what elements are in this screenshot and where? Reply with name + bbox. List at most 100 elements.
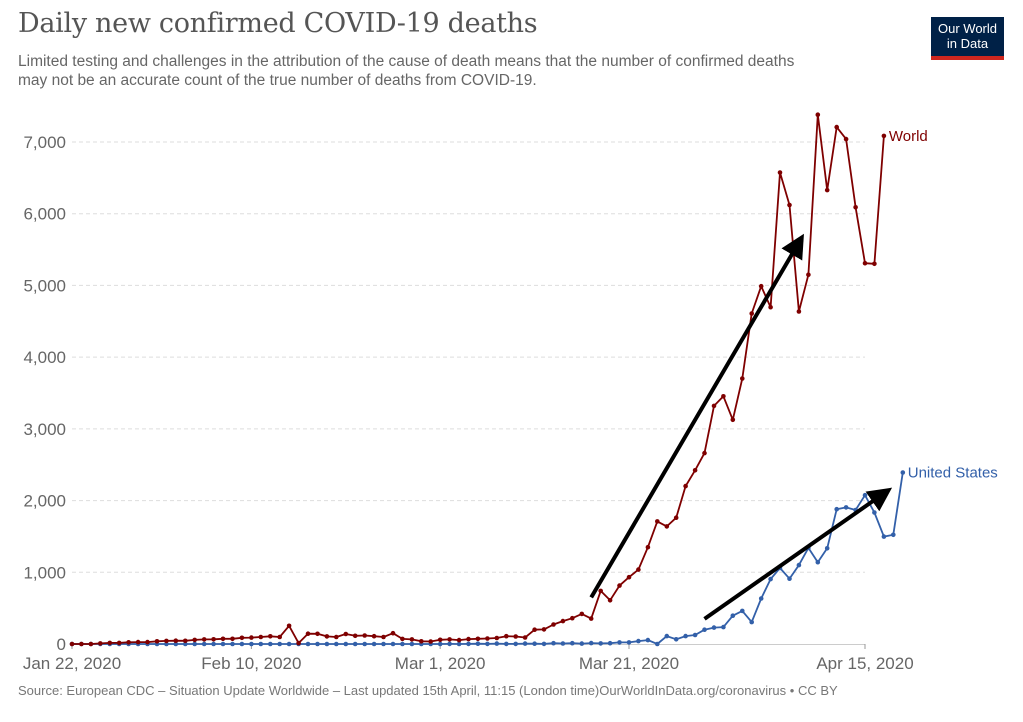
- data-point[interactable]: [626, 574, 632, 580]
- data-point[interactable]: [881, 133, 887, 139]
- data-point[interactable]: [201, 637, 207, 642]
- data-point[interactable]: [607, 598, 613, 603]
- data-point[interactable]: [560, 618, 566, 624]
- data-point[interactable]: [504, 633, 509, 639]
- data-point[interactable]: [730, 417, 736, 423]
- data-point[interactable]: [787, 202, 792, 208]
- data-point[interactable]: [834, 124, 839, 130]
- data-point[interactable]: [541, 641, 547, 647]
- data-point[interactable]: [381, 634, 386, 640]
- data-point[interactable]: [98, 641, 103, 646]
- data-point[interactable]: [598, 641, 603, 646]
- data-point[interactable]: [551, 622, 556, 627]
- data-point[interactable]: [560, 641, 566, 646]
- data-point[interactable]: [135, 639, 141, 645]
- data-point[interactable]: [258, 634, 264, 640]
- data-point[interactable]: [485, 641, 490, 647]
- data-point[interactable]: [409, 637, 415, 642]
- data-point[interactable]: [220, 641, 226, 647]
- data-point[interactable]: [655, 519, 660, 524]
- data-point[interactable]: [796, 562, 802, 568]
- data-point[interactable]: [636, 638, 641, 644]
- data-point[interactable]: [305, 641, 311, 647]
- data-point[interactable]: [522, 641, 528, 646]
- data-point[interactable]: [390, 641, 396, 647]
- data-point[interactable]: [900, 470, 906, 475]
- data-point[interactable]: [456, 637, 462, 643]
- data-point[interactable]: [116, 640, 122, 646]
- data-point[interactable]: [881, 534, 887, 539]
- data-point[interactable]: [749, 311, 754, 316]
- data-point[interactable]: [494, 641, 500, 646]
- data-point[interactable]: [107, 640, 113, 646]
- data-point[interactable]: [711, 403, 717, 409]
- data-point[interactable]: [588, 640, 594, 646]
- data-point[interactable]: [891, 532, 896, 538]
- data-point[interactable]: [324, 641, 330, 647]
- data-point[interactable]: [258, 641, 264, 647]
- data-point[interactable]: [692, 468, 698, 473]
- data-point[interactable]: [806, 272, 811, 278]
- data-point[interactable]: [466, 641, 471, 647]
- data-point[interactable]: [211, 641, 216, 647]
- data-point[interactable]: [334, 641, 339, 647]
- data-point[interactable]: [758, 596, 764, 601]
- data-point[interactable]: [570, 640, 575, 646]
- data-point[interactable]: [815, 112, 821, 117]
- data-point[interactable]: [692, 632, 698, 638]
- data-point[interactable]: [721, 624, 726, 630]
- data-point[interactable]: [683, 633, 688, 639]
- data-point[interactable]: [740, 376, 745, 381]
- data-point[interactable]: [69, 641, 75, 647]
- data-point[interactable]: [249, 641, 254, 647]
- data-point[interactable]: [239, 635, 245, 641]
- data-point[interactable]: [749, 619, 754, 625]
- data-point[interactable]: [277, 634, 283, 640]
- data-point[interactable]: [617, 640, 622, 645]
- data-point[interactable]: [305, 631, 311, 636]
- data-point[interactable]: [485, 636, 490, 641]
- data-point[interactable]: [664, 524, 670, 529]
- data-point[interactable]: [390, 630, 396, 636]
- data-point[interactable]: [437, 637, 443, 643]
- data-point[interactable]: [428, 639, 434, 644]
- data-point[interactable]: [824, 546, 830, 551]
- data-point[interactable]: [268, 641, 273, 647]
- data-point[interactable]: [522, 635, 528, 640]
- data-point[interactable]: [843, 505, 849, 510]
- data-point[interactable]: [541, 627, 547, 632]
- data-point[interactable]: [551, 640, 556, 646]
- data-point[interactable]: [173, 641, 179, 647]
- data-point[interactable]: [371, 641, 377, 647]
- data-point[interactable]: [598, 588, 603, 594]
- data-point[interactable]: [702, 627, 707, 632]
- data-point[interactable]: [721, 394, 726, 399]
- data-point[interactable]: [192, 641, 197, 647]
- data-point[interactable]: [730, 613, 736, 618]
- data-point[interactable]: [315, 641, 320, 647]
- data-point[interactable]: [655, 641, 660, 647]
- data-point[interactable]: [664, 633, 670, 639]
- data-point[interactable]: [343, 641, 349, 647]
- data-point[interactable]: [740, 608, 745, 614]
- data-point[interactable]: [400, 641, 405, 647]
- data-point[interactable]: [286, 641, 292, 647]
- data-point[interactable]: [504, 641, 509, 647]
- data-point[interactable]: [381, 641, 386, 647]
- data-point[interactable]: [315, 631, 320, 637]
- data-point[interactable]: [636, 567, 641, 572]
- data-point[interactable]: [607, 640, 613, 646]
- data-point[interactable]: [447, 641, 452, 647]
- data-point[interactable]: [230, 641, 235, 647]
- data-point[interactable]: [154, 639, 160, 644]
- data-point[interactable]: [220, 636, 226, 642]
- data-point[interactable]: [324, 634, 330, 639]
- data-point[interactable]: [796, 309, 802, 314]
- data-point[interactable]: [570, 615, 575, 621]
- data-point[interactable]: [872, 510, 877, 515]
- data-point[interactable]: [447, 637, 452, 642]
- data-point[interactable]: [787, 576, 792, 581]
- data-point[interactable]: [164, 638, 169, 644]
- data-point[interactable]: [400, 636, 405, 642]
- data-point[interactable]: [249, 635, 254, 640]
